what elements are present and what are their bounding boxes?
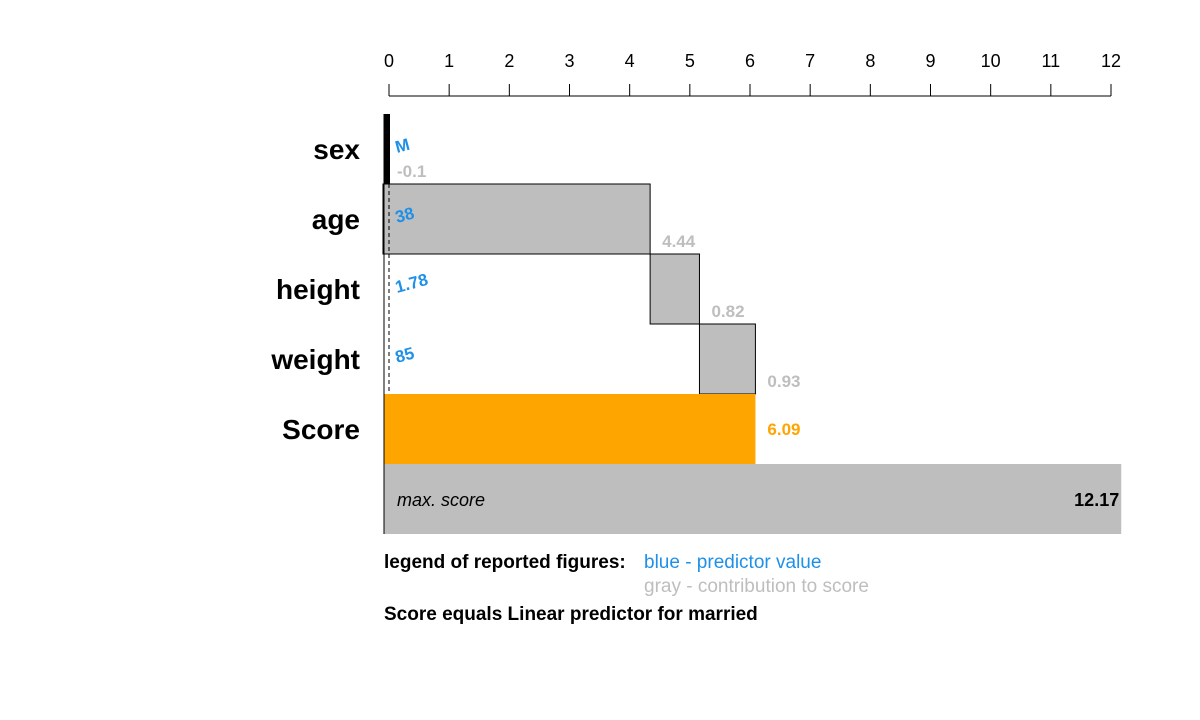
score-label: Score xyxy=(282,414,360,445)
contribution-bar-age xyxy=(382,183,651,255)
tick-label: 10 xyxy=(981,51,1001,71)
footnote: Score equals Linear predictor for marrie… xyxy=(384,604,758,625)
legend-predictor: blue - predictor value xyxy=(644,552,821,573)
contribution-value-height: 0.82 xyxy=(711,302,744,321)
row-label-weight: weight xyxy=(270,344,360,375)
tick-label: 12 xyxy=(1101,51,1121,71)
contribution-value-weight: 0.93 xyxy=(767,372,800,391)
contribution-bar-weight xyxy=(698,323,756,395)
contribution-bar-sex xyxy=(383,114,390,184)
x-axis: 0 1 2 3 4 5 6 7 8 9 10 11 12 xyxy=(384,51,1121,97)
score-value: 6.09 xyxy=(767,420,800,439)
contribution-value-age: 4.44 xyxy=(662,232,696,251)
legend-contribution: gray - contribution to score xyxy=(644,576,869,597)
legend-title: legend of reported figures: xyxy=(384,552,626,573)
row-label-sex: sex xyxy=(313,134,360,165)
row-label-height: height xyxy=(276,274,360,305)
row-label-age: age xyxy=(312,204,360,235)
tick-label: 6 xyxy=(745,51,755,71)
legend: legend of reported figures: blue - predi… xyxy=(384,552,869,625)
tick-label: 9 xyxy=(925,51,935,71)
predictor-value-age: 38 xyxy=(393,204,416,227)
predictor-value-sex: M xyxy=(393,135,412,157)
max-score-value: 12.17 xyxy=(1074,490,1119,510)
tick-label: 3 xyxy=(564,51,574,71)
score-bar xyxy=(384,394,756,464)
tick-label: 8 xyxy=(865,51,875,71)
predictor-value-height: 1.78 xyxy=(393,270,430,297)
contribution-value-sex: -0.1 xyxy=(397,162,426,181)
tick-label: 2 xyxy=(504,51,514,71)
contribution-bars xyxy=(382,114,1122,534)
row-labels: sex M -0.1 age 38 4.44 height 1.78 0.82 weight 85 0… xyxy=(270,134,1119,510)
tick-label: 5 xyxy=(685,51,695,71)
max-score-bar xyxy=(384,464,1122,534)
tick-label: 1 xyxy=(444,51,454,71)
tick-label: 11 xyxy=(1041,51,1060,71)
predictor-value-weight: 85 xyxy=(393,344,416,367)
contribution-bar-height xyxy=(649,253,700,325)
tick-label: 4 xyxy=(625,51,635,71)
tick-label: 0 xyxy=(384,51,394,71)
max-score-label: max. score xyxy=(397,490,485,510)
tick-label: 7 xyxy=(805,51,815,71)
